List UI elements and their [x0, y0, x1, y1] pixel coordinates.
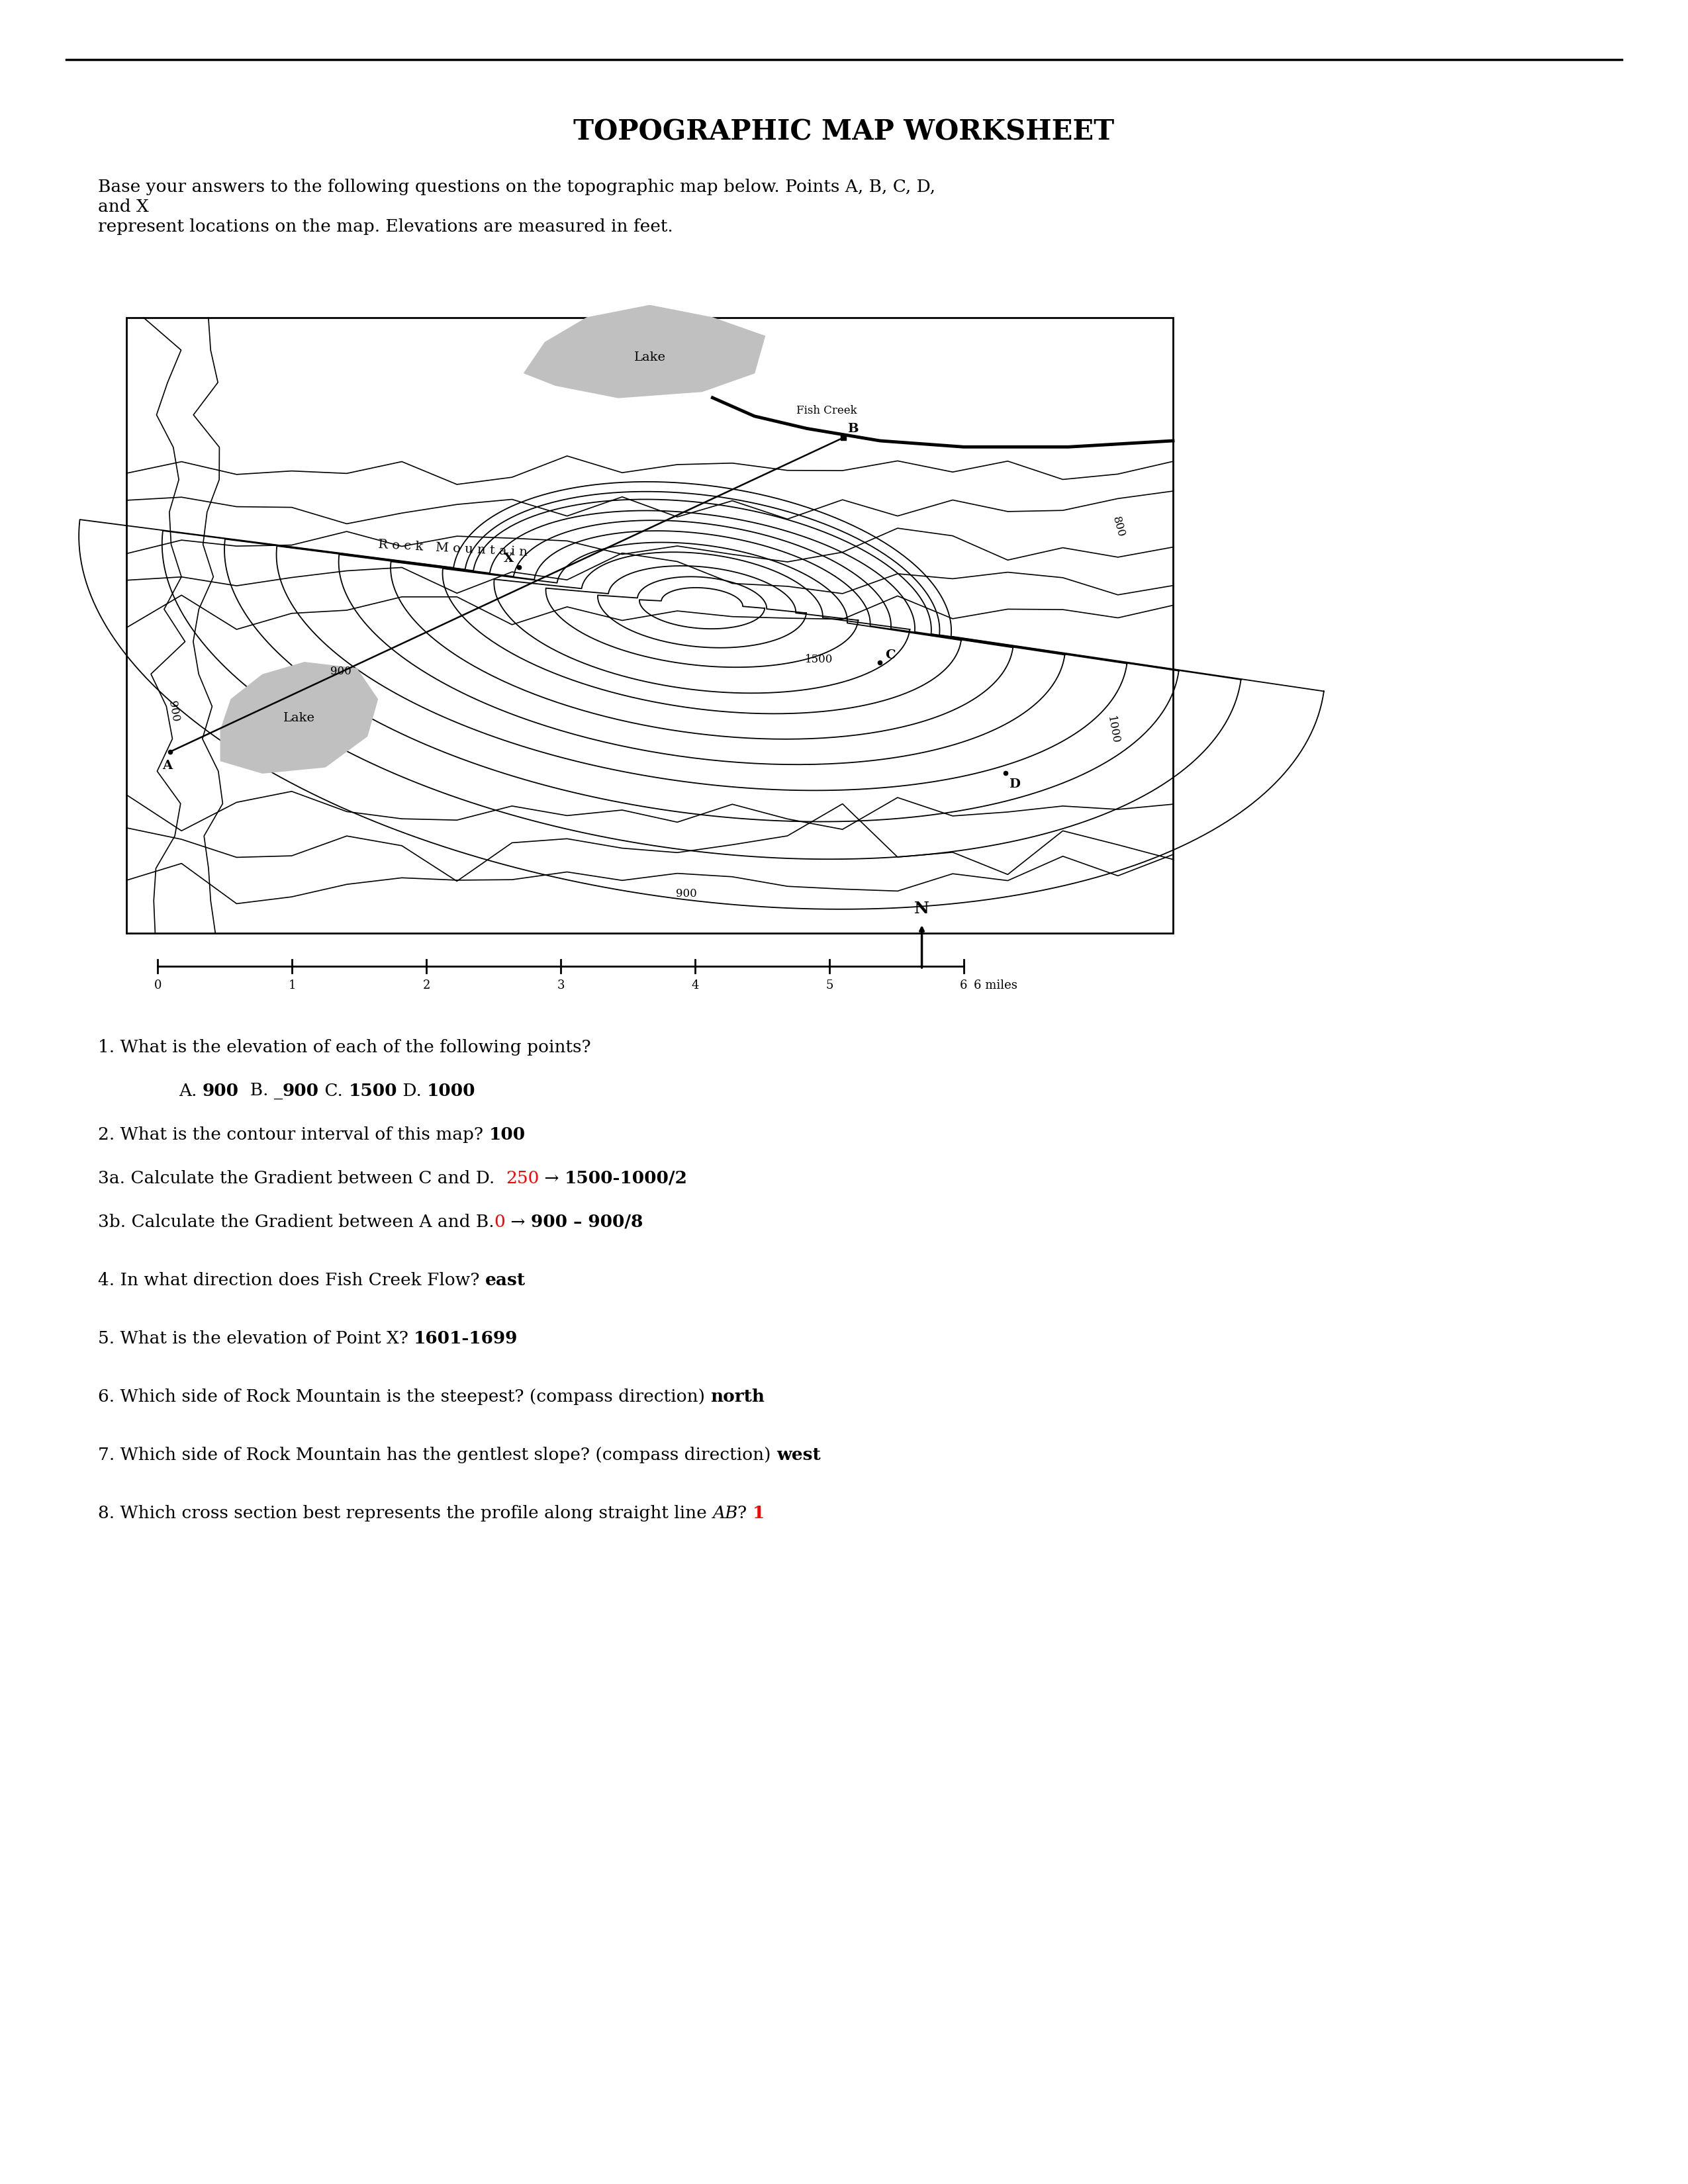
Text: Base your answers to the following questions on the topographic map below. Point: Base your answers to the following quest… [98, 179, 935, 194]
Text: 900: 900 [331, 666, 351, 677]
Text: A: A [162, 760, 172, 771]
Bar [127, 317, 1173, 933]
Text: Lake: Lake [633, 352, 665, 363]
Text: ?: ? [738, 1505, 753, 1522]
Text: Fish Creek: Fish Creek [797, 404, 858, 417]
Text: 1: 1 [753, 1505, 765, 1522]
Text: 1000: 1000 [1106, 714, 1121, 745]
Text: AB: AB [712, 1505, 738, 1522]
Text: 1500: 1500 [805, 653, 832, 664]
Text: 2. What is the contour interval of this map?: 2. What is the contour interval of this … [98, 1127, 490, 1142]
Polygon shape [221, 662, 378, 773]
Text: 1000: 1000 [427, 1083, 476, 1099]
Text: 1: 1 [289, 978, 295, 992]
Text: 5: 5 [825, 978, 834, 992]
Text: and X: and X [98, 199, 149, 214]
Text: 800: 800 [1111, 515, 1126, 539]
Text: N: N [915, 900, 930, 917]
Text: B: B [847, 424, 858, 435]
Text: 6. Which side of Rock Mountain is the steepest? (compass direction): 6. Which side of Rock Mountain is the st… [98, 1389, 711, 1404]
Text: represent locations on the map. Elevations are measured in feet.: represent locations on the map. Elevatio… [98, 218, 674, 236]
Text: east: east [484, 1271, 525, 1289]
Text: →: → [505, 1214, 532, 1230]
Polygon shape [525, 306, 765, 397]
Text: C: C [885, 649, 896, 662]
Text: C.: C. [319, 1083, 348, 1099]
Text: 6 miles: 6 miles [974, 978, 1018, 992]
Text: 1. What is the elevation of each of the following points?: 1. What is the elevation of each of the … [98, 1040, 591, 1055]
Text: north: north [711, 1389, 765, 1404]
Text: 7. Which side of Rock Mountain has the gentlest slope? (compass direction): 7. Which side of Rock Mountain has the g… [98, 1446, 776, 1463]
Text: 3a. Calculate the Gradient between C and D.: 3a. Calculate the Gradient between C and… [98, 1171, 506, 1186]
Bar [127, 317, 1173, 933]
Text: 3: 3 [557, 978, 564, 992]
Text: 1601-1699: 1601-1699 [414, 1330, 518, 1348]
Text: 900: 900 [165, 701, 181, 723]
Text: R o c k   M o u n t a i n: R o c k M o u n t a i n [378, 539, 528, 559]
Text: 5. What is the elevation of Point X?: 5. What is the elevation of Point X? [98, 1330, 414, 1348]
Text: 4. In what direction does Fish Creek Flow?: 4. In what direction does Fish Creek Flo… [98, 1271, 484, 1289]
Text: 250: 250 [506, 1171, 538, 1186]
Text: 2: 2 [422, 978, 430, 992]
Text: 900: 900 [675, 889, 697, 900]
Text: B. _: B. _ [240, 1083, 282, 1099]
Text: 100: 100 [490, 1127, 525, 1142]
Text: 900: 900 [203, 1083, 240, 1099]
Text: west: west [776, 1446, 820, 1463]
Text: D: D [1009, 778, 1020, 791]
Text: 1500-1000/2: 1500-1000/2 [565, 1171, 689, 1186]
Text: 900 – 900/8: 900 – 900/8 [532, 1214, 643, 1230]
Text: TOPOGRAPHIC MAP WORKSHEET: TOPOGRAPHIC MAP WORKSHEET [574, 118, 1114, 146]
Text: 0: 0 [154, 978, 162, 992]
Text: 6: 6 [960, 978, 967, 992]
Text: 8. Which cross section best represents the profile along straight line: 8. Which cross section best represents t… [98, 1505, 712, 1522]
Text: D.: D. [397, 1083, 427, 1099]
Text: 0: 0 [495, 1214, 505, 1230]
Text: X: X [503, 553, 513, 563]
Text: A.: A. [179, 1083, 203, 1099]
Text: 1500: 1500 [348, 1083, 397, 1099]
Text: 4: 4 [692, 978, 699, 992]
Text: →: → [538, 1171, 565, 1186]
Text: Lake: Lake [284, 712, 316, 723]
Text: 3b. Calculate the Gradient between A and B.: 3b. Calculate the Gradient between A and… [98, 1214, 495, 1230]
Text: 900: 900 [282, 1083, 319, 1099]
